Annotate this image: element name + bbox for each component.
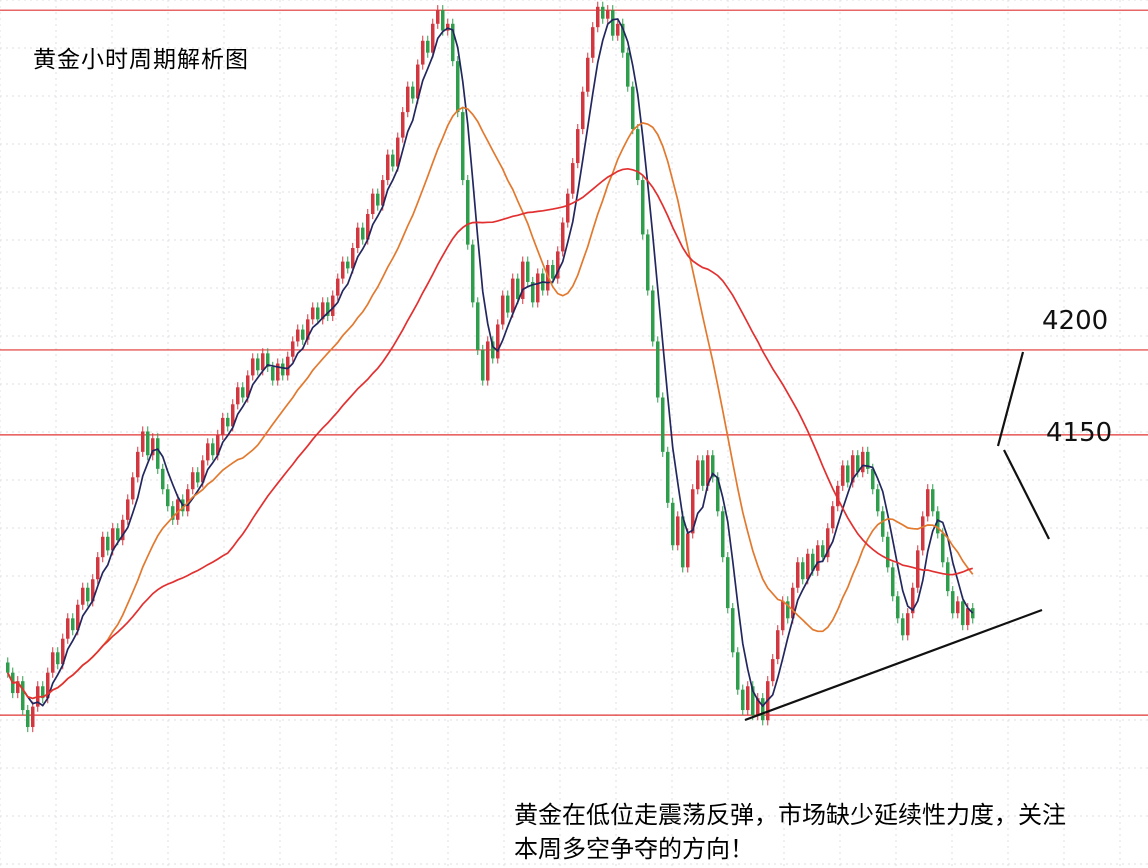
annotation-line-2: 本周多空争夺的方向！ — [514, 835, 754, 864]
analysis-annotation: 黄金在低位走震荡反弹，市场缺少延续性力度，关注 本周多空争夺的方向！ — [514, 798, 1066, 866]
chart-title: 黄金小时周期解析图 — [33, 47, 249, 73]
annotation-line-1: 黄金在低位走震荡反弹，市场缺少延续性力度，关注 — [514, 801, 1066, 829]
price-label-4150: 4150 — [1046, 418, 1113, 448]
price-label-4200: 4200 — [1042, 306, 1109, 336]
